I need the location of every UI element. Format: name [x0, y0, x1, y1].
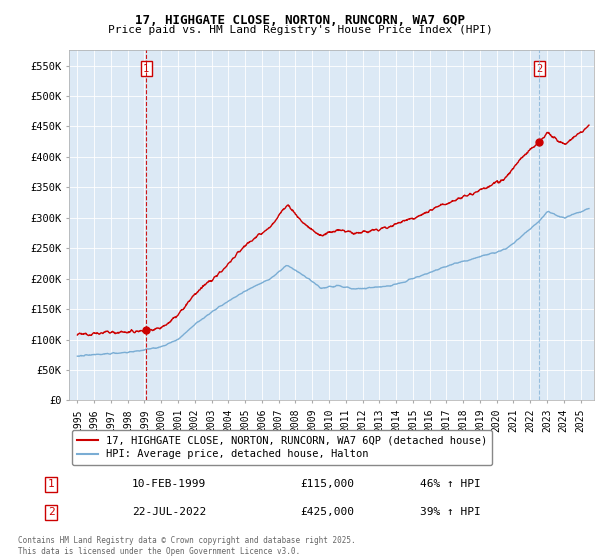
Text: Price paid vs. HM Land Registry's House Price Index (HPI): Price paid vs. HM Land Registry's House … [107, 25, 493, 35]
Text: 10-FEB-1999: 10-FEB-1999 [132, 479, 206, 489]
Text: 2: 2 [47, 507, 55, 517]
Text: 1: 1 [143, 64, 149, 74]
Text: 17, HIGHGATE CLOSE, NORTON, RUNCORN, WA7 6QP: 17, HIGHGATE CLOSE, NORTON, RUNCORN, WA7… [135, 14, 465, 27]
Text: 46% ↑ HPI: 46% ↑ HPI [420, 479, 481, 489]
Text: 1: 1 [47, 479, 55, 489]
Text: 2: 2 [536, 64, 542, 74]
Legend: 17, HIGHGATE CLOSE, NORTON, RUNCORN, WA7 6QP (detached house), HPI: Average pric: 17, HIGHGATE CLOSE, NORTON, RUNCORN, WA7… [71, 430, 493, 465]
Text: £425,000: £425,000 [300, 507, 354, 517]
Text: Contains HM Land Registry data © Crown copyright and database right 2025.
This d: Contains HM Land Registry data © Crown c… [18, 536, 356, 556]
Text: £115,000: £115,000 [300, 479, 354, 489]
Text: 39% ↑ HPI: 39% ↑ HPI [420, 507, 481, 517]
Text: 22-JUL-2022: 22-JUL-2022 [132, 507, 206, 517]
